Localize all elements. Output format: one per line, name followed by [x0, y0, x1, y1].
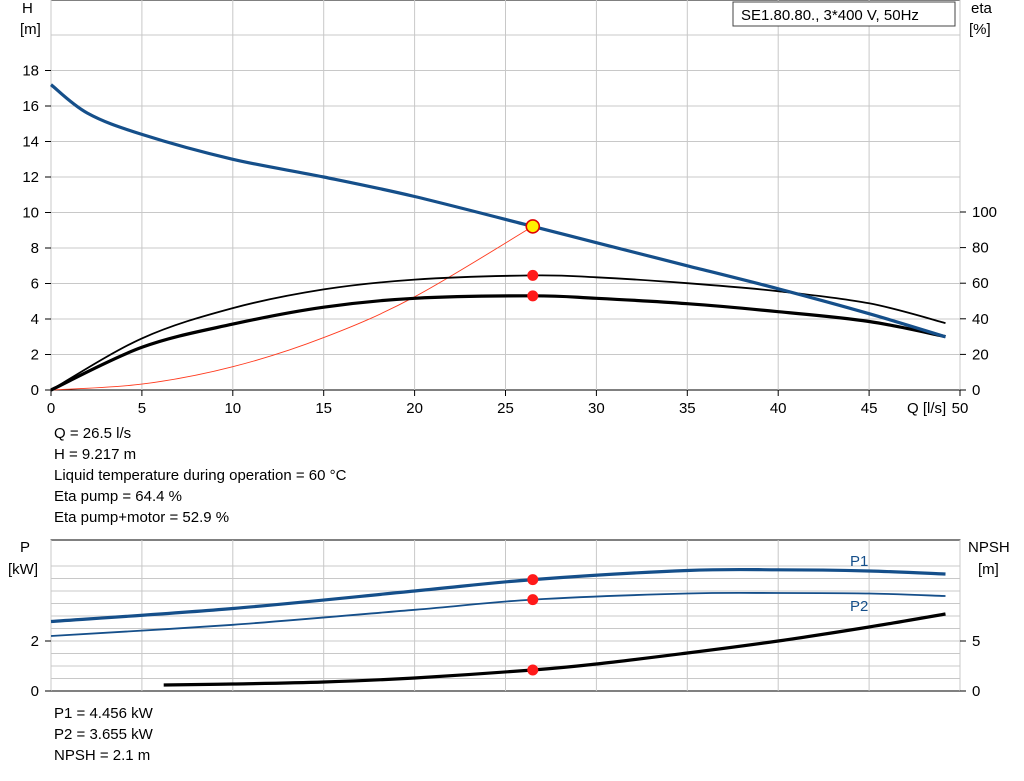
- x-tick-label: 50: [952, 400, 969, 417]
- x-tick-label: 20: [406, 400, 423, 417]
- system-curve: [50, 226, 534, 391]
- eta-pump-readout: Eta pump = 64.4 %: [54, 488, 182, 505]
- y2-tick-label: 40: [972, 311, 989, 328]
- y-tick-label: 14: [22, 134, 39, 151]
- chart-title: SE1.80.80., 3*400 V, 50Hz: [741, 7, 919, 24]
- bottom-y-tick-label: 2: [31, 633, 39, 650]
- head-curve: [49, 83, 946, 339]
- y2-axis-unit-percent: [%]: [969, 21, 991, 38]
- bottom-y2-tick-label: 0: [972, 683, 980, 700]
- p2-readout: P2 = 3.655 kW: [54, 726, 153, 743]
- y-axis-label-h: H: [22, 0, 33, 17]
- p1-point: [527, 574, 539, 586]
- y2-tick-label: 60: [972, 275, 989, 292]
- title-box: [732, 1, 956, 27]
- p1-curve: [50, 567, 946, 624]
- eta-pump-motor-curve: [50, 294, 946, 392]
- liquid-temperature-readout: Liquid temperature during operation = 60…: [54, 467, 347, 484]
- x-axis-label-q: Q [l/s]: [907, 400, 946, 417]
- series-label-p1: P1: [850, 553, 868, 570]
- operating-point-info: Q = 26.5 l/s H = 9.217 m Liquid temperat…: [54, 423, 346, 528]
- y2-tick-label: 0: [972, 382, 980, 399]
- bottom-plot-axes: 0 2 0 5: [31, 633, 981, 700]
- bottom-y2-tick-label: 5: [972, 633, 980, 650]
- y2-tick-label: 80: [972, 240, 989, 257]
- bottom-plot-grid: [50, 539, 961, 692]
- series-label-p2: P2: [850, 598, 868, 615]
- x-tick-label: 5: [138, 400, 146, 417]
- y-axis-unit-kw: [kW]: [8, 561, 38, 578]
- y2-tick-label: 20: [972, 346, 989, 363]
- power-info: P1 = 4.456 kW P2 = 3.655 kW NPSH = 2.1 m: [54, 703, 153, 766]
- y-tick-label: 4: [31, 311, 39, 328]
- p1-readout: P1 = 4.456 kW: [54, 705, 153, 722]
- y-tick-label: 16: [22, 98, 39, 115]
- eta-total-point: [527, 290, 539, 302]
- x-tick-label: 45: [861, 400, 878, 417]
- p2-point: [527, 594, 539, 606]
- y-tick-label: 10: [22, 205, 39, 222]
- top-plot-grid: [50, 0, 961, 391]
- y-tick-label: 8: [31, 240, 39, 257]
- y-tick-label: 0: [31, 382, 39, 399]
- npsh-readout: NPSH = 2.1 m: [54, 747, 151, 764]
- x-tick-label: 25: [497, 400, 514, 417]
- x-tick-label: 0: [47, 400, 55, 417]
- y-tick-label: 2: [31, 347, 39, 364]
- y-tick-label: 18: [22, 63, 39, 80]
- eta-total-readout: Eta pump+motor = 52.9 %: [54, 509, 230, 526]
- npsh-curve: [163, 612, 946, 687]
- y2-axis-label-eta: eta: [971, 0, 993, 17]
- flow-readout: Q = 26.5 l/s: [54, 425, 132, 442]
- x-tick-label: 30: [588, 400, 605, 417]
- x-tick-label: 10: [224, 400, 241, 417]
- y-tick-label: 6: [31, 276, 39, 293]
- x-tick-label: 35: [679, 400, 696, 417]
- bottom-plot-curves: [50, 567, 946, 687]
- y2-axis-unit-m: [m]: [978, 561, 999, 578]
- eta-pump-point: [527, 269, 539, 281]
- x-tick-label: 40: [770, 400, 787, 417]
- x-tick-label: 15: [315, 400, 332, 417]
- p2-curve: [50, 591, 946, 637]
- operating-point-markers: [525, 219, 541, 676]
- npsh-point: [527, 664, 539, 676]
- duty-point: [525, 219, 541, 234]
- y-tick-label: 12: [22, 169, 39, 186]
- bottom-y-tick-label: 0: [31, 683, 39, 700]
- y2-axis-label-npsh: NPSH: [968, 539, 1010, 556]
- head-readout: H = 9.217 m: [54, 446, 137, 463]
- top-plot-curves: [49, 83, 946, 392]
- top-plot-axes: 0 5 10 15 20 25 30 35 40 45 5002468101214161802040…: [22, 63, 997, 418]
- y2-tick-label: 100: [972, 204, 997, 221]
- y-axis-label-p: P: [20, 539, 30, 556]
- y-axis-unit-m: [m]: [20, 21, 41, 38]
